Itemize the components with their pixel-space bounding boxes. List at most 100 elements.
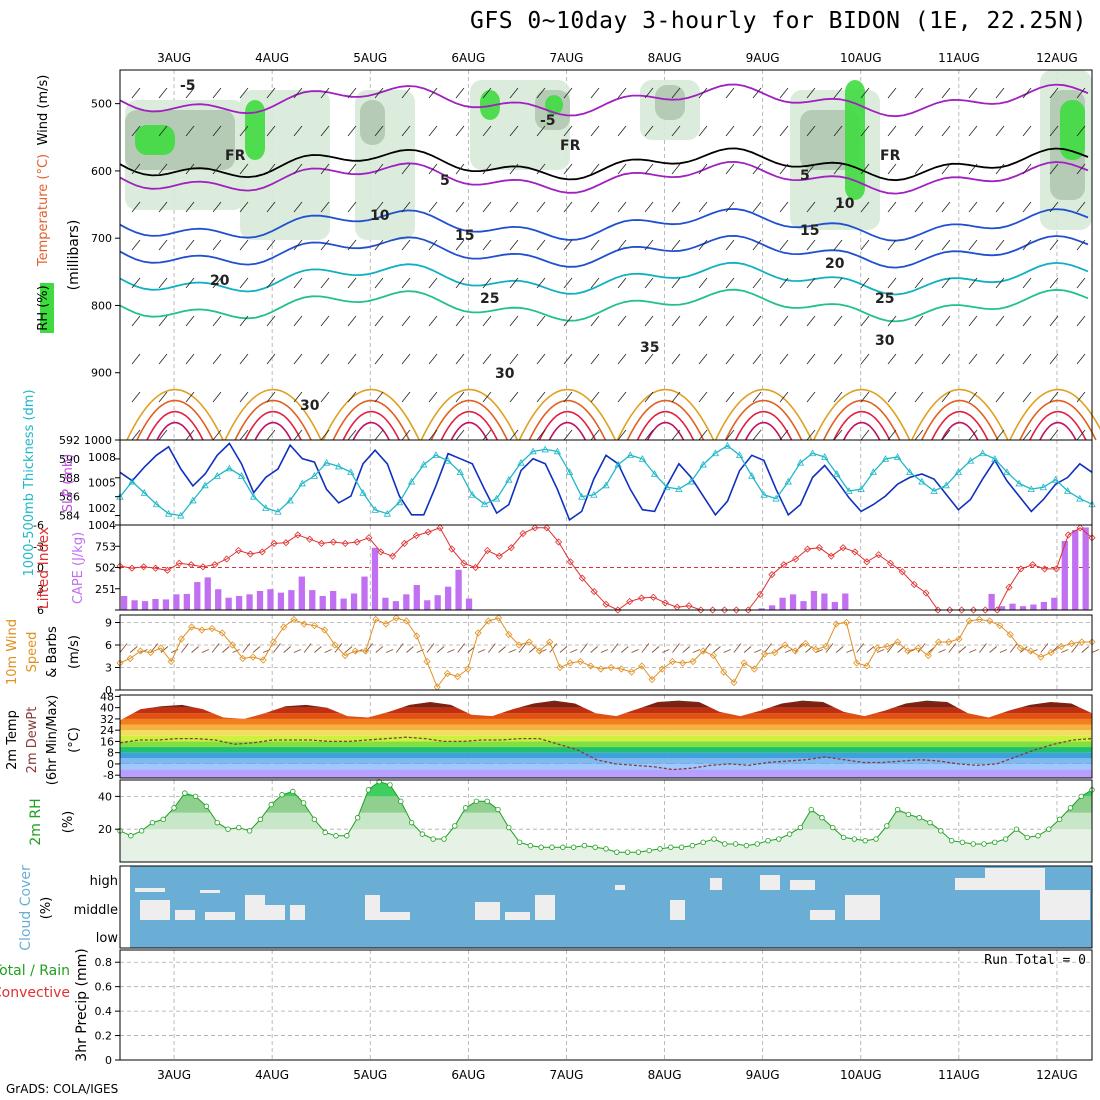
rh-marker [430,836,436,842]
wind-marker [853,659,861,667]
wind-barb [428,277,438,289]
rh-label: RH (%) [36,285,51,330]
wind-barb [725,429,735,441]
y-tick-label: 9 [105,617,112,630]
wind-barb [185,201,195,213]
surface-wind-barb [682,646,691,653]
x-tick-top: 6AUG [451,51,485,65]
wind-barb [1022,315,1032,327]
lifted-marker [1064,531,1072,539]
surface-wind-barb [222,646,230,653]
rh-marker [916,815,922,821]
thickness-marker [310,472,319,479]
rh-shading-area [480,90,500,120]
wind-marker [495,614,503,622]
wind-barb [941,163,951,175]
y-tick-label: 1000 [84,434,112,447]
wind-barb [401,315,411,327]
wind-barb [968,87,978,99]
lifted-marker [175,559,183,567]
lifted-marker [566,558,575,566]
surface-wind-barb [887,643,895,653]
wind-barb [347,315,357,327]
wind-barb [455,391,465,403]
lifted-marker [981,606,989,614]
wind-barb [995,277,1005,289]
wind-barb [1022,277,1032,289]
wind-barb [482,87,492,99]
x-tick-bottom: 10AUG [840,1068,882,1082]
wind-barb [158,277,168,289]
cloud-level-label: middle [74,903,118,918]
wind-barb [158,87,168,99]
wind-barb [482,353,492,365]
temperature-band [120,741,1092,748]
wind-barb [131,315,141,327]
wind-barb [1049,315,1059,327]
wind-barb [374,239,384,251]
wind-barb [482,201,492,213]
wind-barb [806,239,816,251]
rh-marker [527,842,534,849]
slp-tick: 1008 [88,451,116,464]
surface-wind-barb [436,646,445,653]
wind-barb [914,201,924,213]
wind-barb [887,277,897,289]
isotherm-arc [352,421,390,441]
wind-barb [401,429,411,441]
wind-barb [617,277,627,289]
wind-barb [131,201,141,213]
wind-barb [617,315,627,327]
cape-bar [413,585,420,610]
wind-barb [347,353,357,365]
lifted-marker [424,528,432,536]
thickness-marker [128,477,136,485]
wind-barb [779,163,789,175]
lifted-marker [436,524,444,532]
isotherm-arc [322,388,420,441]
wind-barb [968,277,978,289]
wind-barb [725,239,735,251]
thickness-marker [857,485,865,493]
wind-barb [1022,201,1032,213]
lifted-frame [119,524,1093,611]
surface-wind-barb [447,649,455,653]
y-tick-label: 900 [91,367,112,380]
thickness-marker [262,504,270,511]
x-tick-top: 12AUG [1036,51,1078,65]
surface-wind-barb [283,646,291,653]
cape-bar [998,606,1006,610]
wind-barb [212,277,222,289]
lifted-marker [270,539,278,547]
wind-barb [1076,125,1086,137]
rh-marker [646,847,652,854]
wind-barb [860,201,870,213]
thickness-marker [395,498,404,506]
cape-bar [424,600,431,610]
rh-marker [408,819,415,826]
wind-barb [779,87,789,99]
thickness-marker [966,456,975,464]
rh-marker [214,819,220,826]
wind-barb [509,353,519,365]
isotherm-arc [616,388,715,441]
thickness-marker [213,472,221,479]
cape-bar [330,590,337,610]
x-tick-bottom: 9AUG [746,1068,780,1082]
lifted-marker [780,561,788,569]
wind-barb [509,125,519,137]
wind-barb [779,239,789,251]
wind-barb [320,429,330,441]
lifted-marker [412,532,420,540]
thickness-marker [991,455,999,462]
isotherm-arc [224,388,322,441]
rh-marker [549,844,555,850]
rh-marker [452,823,458,829]
thickness-marker [1064,487,1072,494]
lifted-marker [151,564,160,572]
wind-barb [725,87,735,99]
lifted-marker [815,544,823,552]
wind-barb [563,277,573,289]
wind-barb [698,429,708,441]
wind-barb [671,201,681,213]
